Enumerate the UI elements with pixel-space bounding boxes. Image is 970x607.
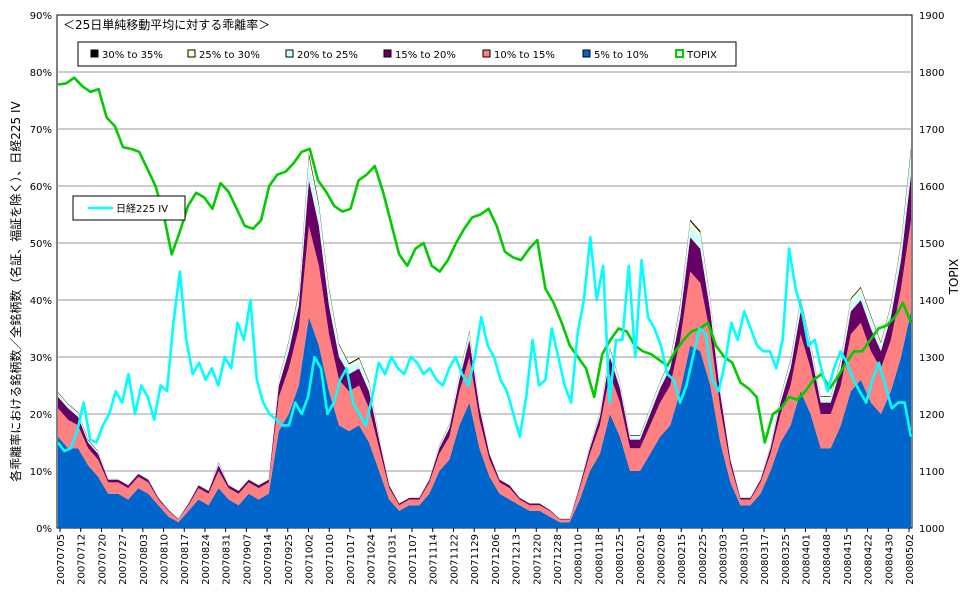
x-tick-label: 20070705 (56, 534, 67, 585)
legend-swatch (482, 49, 491, 58)
y-right-tick-label: 1900 (919, 11, 944, 22)
x-tick-label: 20071107 (408, 534, 419, 585)
iv-legend-label: 日経225 IV (116, 202, 168, 215)
x-tick-label: 20070712 (77, 534, 88, 585)
y-left-tick-label: 30% (30, 353, 52, 364)
x-tick-label: 20070925 (284, 534, 295, 585)
y-right-tick-label: 1700 (919, 125, 944, 136)
legend-label: 20% to 25% (297, 50, 358, 61)
y-left-tick-label: 70% (30, 125, 52, 136)
legend-swatch (285, 49, 294, 58)
y-right-tick-label: 1500 (919, 239, 944, 250)
x-tick-label: 20070831 (222, 534, 233, 585)
y-left-tick-label: 50% (30, 239, 52, 250)
y-right-tick-label: 1600 (919, 182, 944, 193)
y-left-tick-label: 10% (30, 467, 52, 478)
x-tick-label: 20080401 (801, 534, 812, 585)
x-tick-label: 20080215 (677, 534, 688, 585)
x-tick-label: 20071114 (429, 534, 440, 585)
y-right-tick-label: 1000 (919, 524, 944, 535)
legend-label: 25% to 30% (199, 50, 260, 61)
legend-label: 15% to 20% (395, 50, 456, 61)
iv-line (56, 236, 913, 453)
area-series-5-to-10- (58, 311, 911, 528)
x-tick-label: 20080408 (822, 534, 833, 585)
legend: 30% to 35% 25% to 30% 20% to 25% 15% to 20%… (77, 41, 737, 67)
x-tick-label: 20080201 (636, 534, 647, 585)
x-tick-label: 20070824 (201, 534, 212, 585)
y-left-tick-label: 40% (30, 296, 52, 307)
y-right-axis-title: TOPIX (947, 259, 961, 296)
x-tick-label: 20070914 (263, 534, 274, 585)
legend-swatch (582, 49, 591, 58)
x-tick-label: 20070727 (118, 534, 129, 585)
x-tick-label: 20071206 (491, 534, 502, 585)
x-tick-label: 20080310 (739, 534, 750, 585)
x-tick-label: 20070907 (242, 534, 253, 585)
x-tick-label: 20080415 (843, 534, 854, 585)
y-right-tick-label: 1200 (919, 410, 944, 421)
y-left-tick-label: 0% (36, 524, 52, 535)
x-tick-label: 20071024 (367, 534, 378, 585)
y-left-tick-label: 80% (30, 68, 52, 79)
y-left-tick-label: 60% (30, 182, 52, 193)
x-tick-label: 20071002 (304, 534, 315, 585)
y-right-tick-label: 1300 (919, 353, 944, 364)
legend-label: 30% to 35% (102, 50, 163, 61)
x-tick-label: 20080502 (905, 534, 916, 585)
x-tick-label: 20080118 (594, 534, 605, 585)
legend-swatch (90, 49, 99, 58)
legend-label: 5% to 10% (594, 50, 649, 61)
x-tick-label: 20070810 (160, 534, 171, 585)
x-tick-label: 20080303 (719, 534, 730, 585)
x-tick-label: 20070720 (97, 534, 108, 585)
x-tick-label: 20080110 (574, 534, 585, 585)
legend-swatch (187, 49, 196, 58)
x-tick-label: 20070803 (139, 534, 150, 585)
x-tick-label: 20071129 (470, 534, 481, 585)
x-tick-label: 20080430 (884, 534, 895, 585)
x-tick-label: 20071122 (449, 534, 460, 585)
x-tick-label: 20071213 (512, 534, 523, 585)
x-tick-label: 20071031 (387, 534, 398, 585)
legend-label: TOPIX (686, 50, 717, 61)
y-left-tick-label: 20% (30, 410, 52, 421)
x-tick-label: 20071017 (346, 534, 357, 585)
x-tick-label: 20070817 (180, 534, 191, 585)
chart-subtitle: ＜25日単純移動平均に対する乖離率＞ (63, 17, 270, 32)
x-tick-label: 20080422 (864, 534, 875, 585)
legend-swatch (383, 49, 392, 58)
x-tick-label: 20071220 (532, 534, 543, 585)
x-tick-label: 20080325 (781, 534, 792, 585)
x-tick-label: 20080208 (657, 534, 668, 585)
area-series-10-to-15- (58, 220, 911, 523)
iv-legend: 日経225 IV (72, 195, 186, 221)
legend-swatch (675, 49, 684, 58)
legend-label: 10% to 15% (494, 50, 555, 61)
x-tick-label: 20080317 (760, 534, 771, 585)
y-right-tick-label: 1800 (919, 68, 944, 79)
area-series-15-to-20- (58, 174, 911, 520)
topix-line (57, 76, 913, 444)
y-right-tick-label: 1400 (919, 296, 944, 307)
y-left-tick-label: 90% (30, 11, 52, 22)
y-left-axis-title: 各乖離率における銘柄数／全銘柄数（名証、福証を除く）、日経225 IV (8, 100, 23, 481)
x-tick-label: 20071010 (325, 534, 336, 585)
x-tick-label: 20080125 (615, 534, 626, 585)
x-tick-label: 20080225 (698, 534, 709, 585)
y-right-tick-label: 1100 (919, 467, 944, 478)
x-tick-label: 20071228 (553, 534, 564, 585)
